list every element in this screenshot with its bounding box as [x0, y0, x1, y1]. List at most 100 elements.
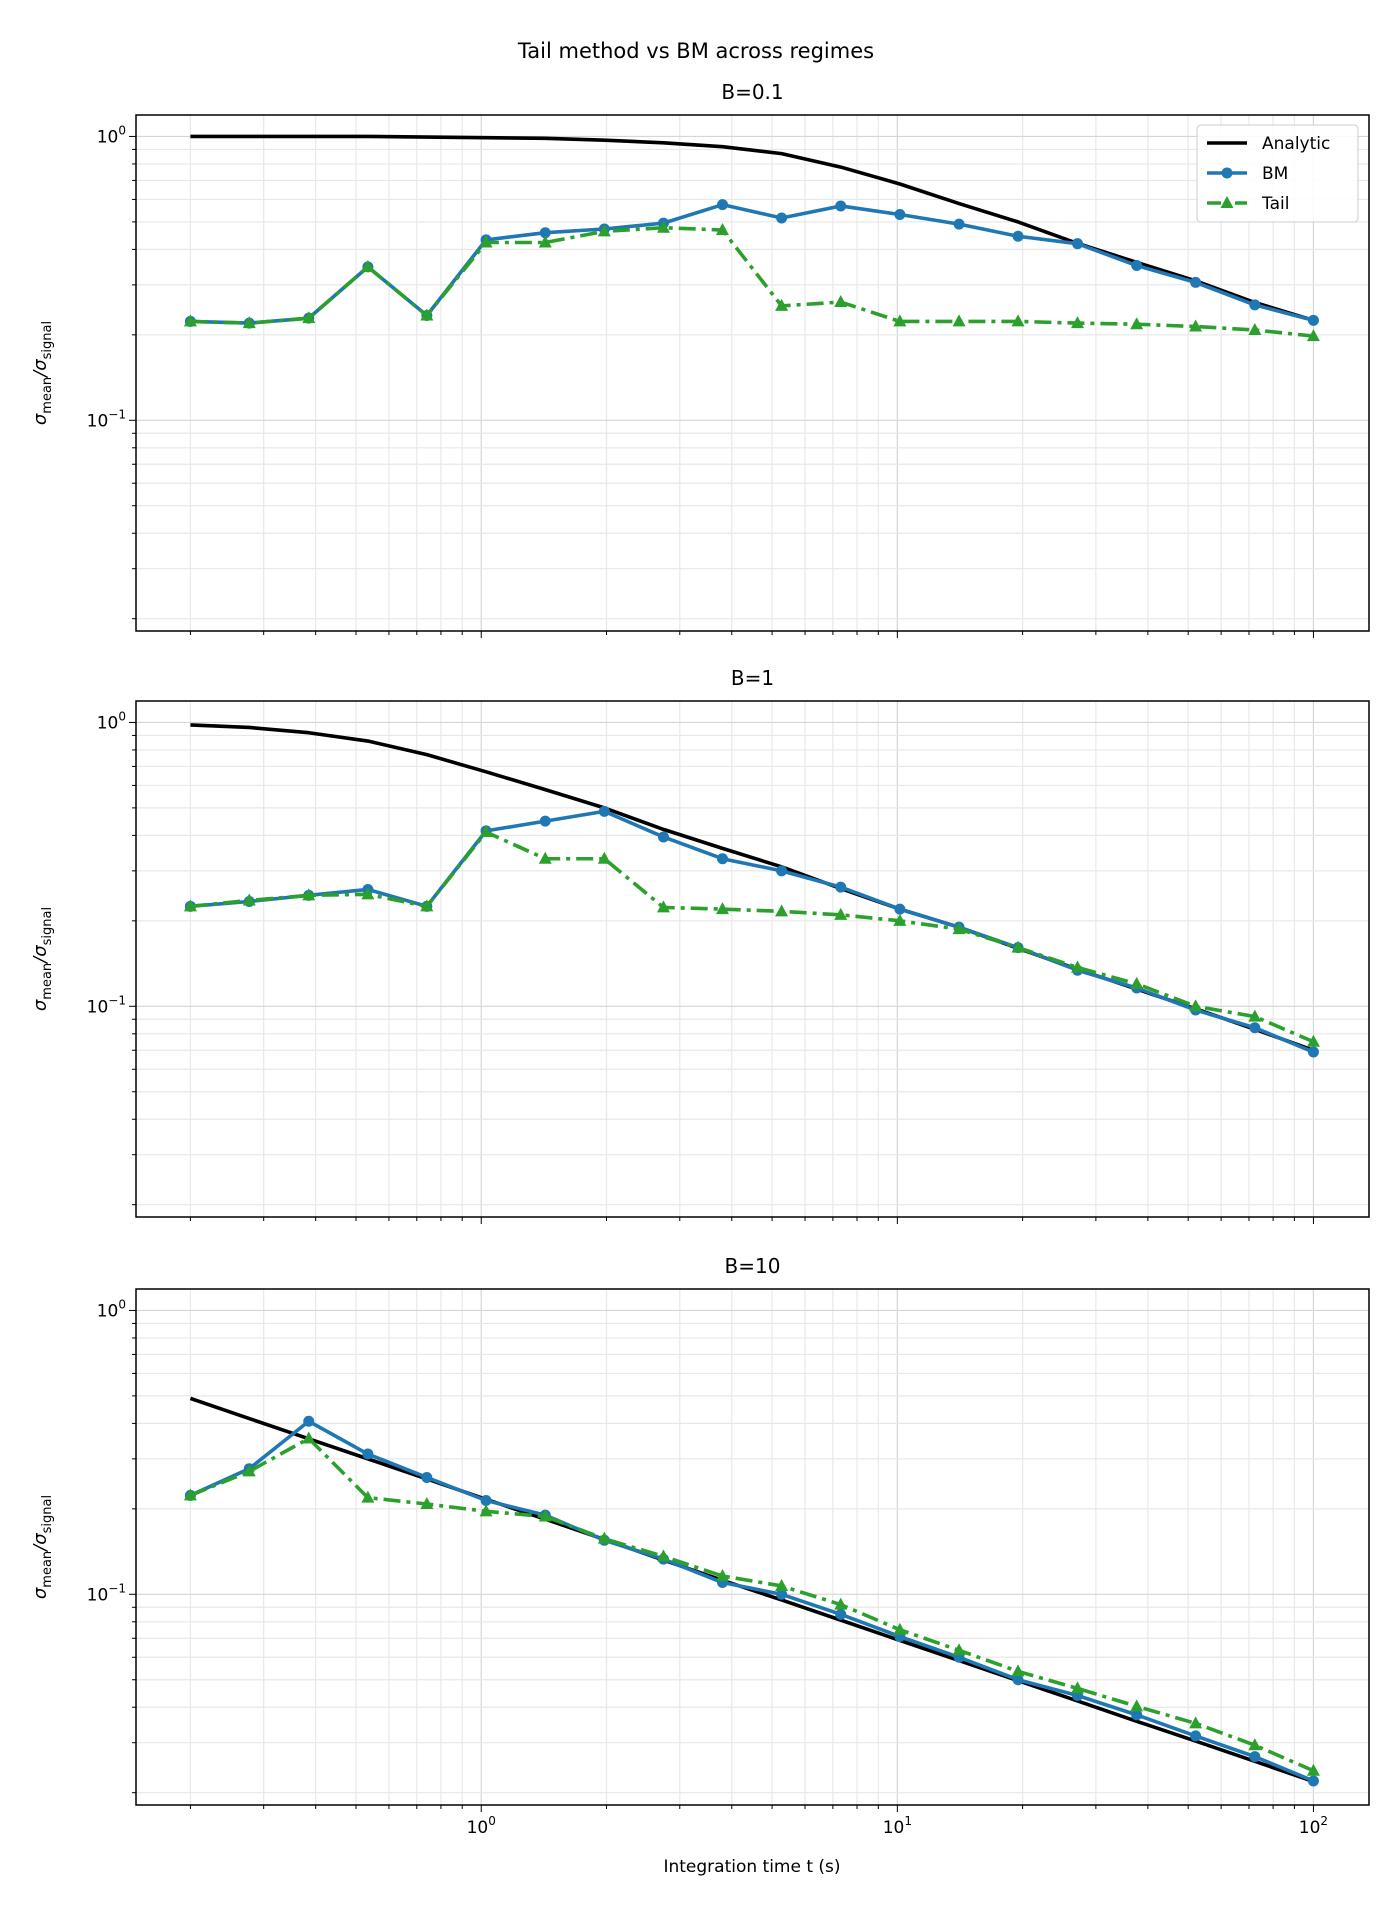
data-point: [893, 913, 907, 926]
series-line: [190, 723, 1315, 1052]
data-point: [1248, 1009, 1262, 1022]
data-point: [776, 212, 788, 224]
data-point: [1248, 1738, 1262, 1751]
panel-title: B=1: [731, 666, 774, 690]
series-bm: [184, 1415, 1319, 1787]
data-point: [183, 1488, 197, 1501]
data-point: [1130, 1699, 1144, 1712]
data-point: [1130, 976, 1144, 989]
data-point: [656, 900, 670, 913]
data-point: [715, 1568, 729, 1581]
data-point: [242, 316, 256, 329]
data-point: [1070, 960, 1084, 973]
series-analytic: [190, 723, 1315, 1052]
data-point: [538, 851, 552, 864]
y-axis-label: σmean/σsignal: [30, 321, 55, 425]
data-point: [894, 903, 906, 915]
legend-marker: [1221, 167, 1233, 179]
data-point: [776, 865, 788, 877]
figure-title: Tail method vs BM across regimes: [517, 39, 874, 63]
panel-title: B=10: [725, 1254, 781, 1278]
data-point: [1012, 1674, 1024, 1686]
data-point: [656, 220, 670, 233]
legend-box: [1196, 124, 1359, 223]
data-point: [1307, 1775, 1319, 1787]
x-tick-label: 101: [883, 1814, 912, 1838]
data-point: [1307, 1046, 1319, 1058]
x-tick-label: 100: [467, 1814, 496, 1838]
data-point: [420, 899, 434, 912]
data-point: [598, 805, 610, 817]
data-point: [894, 208, 906, 220]
data-point: [952, 1643, 966, 1656]
data-point: [361, 887, 375, 900]
data-point: [952, 314, 966, 327]
axes-frame: [135, 1288, 1370, 1806]
data-point: [716, 199, 728, 211]
data-point: [479, 825, 493, 838]
data-point: [834, 1597, 848, 1610]
data-point: [657, 831, 669, 843]
data-point: [539, 815, 551, 827]
panel-title: B=0.1: [721, 80, 783, 104]
data-point: [538, 235, 552, 248]
data-point: [716, 853, 728, 865]
data-point: [715, 902, 729, 915]
series-analytic: [190, 134, 1314, 323]
data-point: [361, 1490, 375, 1503]
legend-marker: [1220, 196, 1234, 208]
y-tick-label: 100: [97, 709, 126, 733]
data-point: [953, 218, 965, 230]
panel-1: B=0.1 100 10−1 σmean/σsignal Analytic BM Tail: [30, 80, 1370, 638]
data-point: [302, 311, 316, 324]
data-point: [1189, 1716, 1203, 1729]
data-point: [835, 881, 847, 893]
panel-2: B=1 100 10−1 σmean/σsignal: [30, 666, 1370, 1224]
legend-label: Tail: [1261, 194, 1289, 214]
data-point: [1011, 1664, 1025, 1677]
x-axis-label: Integration time t (s): [663, 1857, 840, 1877]
data-point: [242, 1464, 256, 1477]
data-point: [597, 851, 611, 864]
data-point: [835, 1608, 847, 1620]
data-point: [775, 1578, 789, 1591]
data-point: [1070, 316, 1084, 329]
x-tick-label: 102: [1299, 1814, 1328, 1838]
data-point: [420, 308, 434, 321]
data-point: [538, 1509, 552, 1522]
series-line: [190, 830, 1315, 1044]
data-point: [1130, 317, 1144, 330]
data-point: [775, 298, 789, 311]
data-point: [1012, 230, 1024, 242]
y-axis-label: σmean/σsignal: [30, 907, 55, 1011]
data-point: [776, 1588, 788, 1600]
data-point: [715, 223, 729, 236]
data-point: [183, 899, 197, 912]
data-point: [303, 1415, 315, 1427]
y-tick-label: 10−1: [87, 1581, 126, 1605]
data-point: [1249, 1022, 1261, 1034]
data-point: [1071, 238, 1083, 250]
data-point: [1131, 260, 1143, 272]
data-point: [834, 295, 848, 308]
grid: [136, 701, 1369, 1217]
data-point: [1306, 1763, 1320, 1776]
data-point: [361, 259, 375, 272]
data-point: [597, 1531, 611, 1544]
data-point: [302, 888, 316, 901]
axes-frame: [135, 700, 1370, 1218]
data-point: [775, 904, 789, 917]
y-axis-label: σmean/σsignal: [30, 1495, 55, 1599]
data-point: [242, 893, 256, 906]
data-point: [183, 314, 197, 327]
series-tail: [183, 1431, 1320, 1776]
grid: [136, 1289, 1369, 1805]
data-point: [1131, 1709, 1143, 1721]
data-point: [1307, 314, 1319, 326]
series-tail: [183, 825, 1320, 1047]
data-point: [420, 1497, 434, 1510]
series-tail: [183, 220, 1320, 342]
data-point: [480, 1495, 492, 1507]
data-point: [597, 224, 611, 237]
